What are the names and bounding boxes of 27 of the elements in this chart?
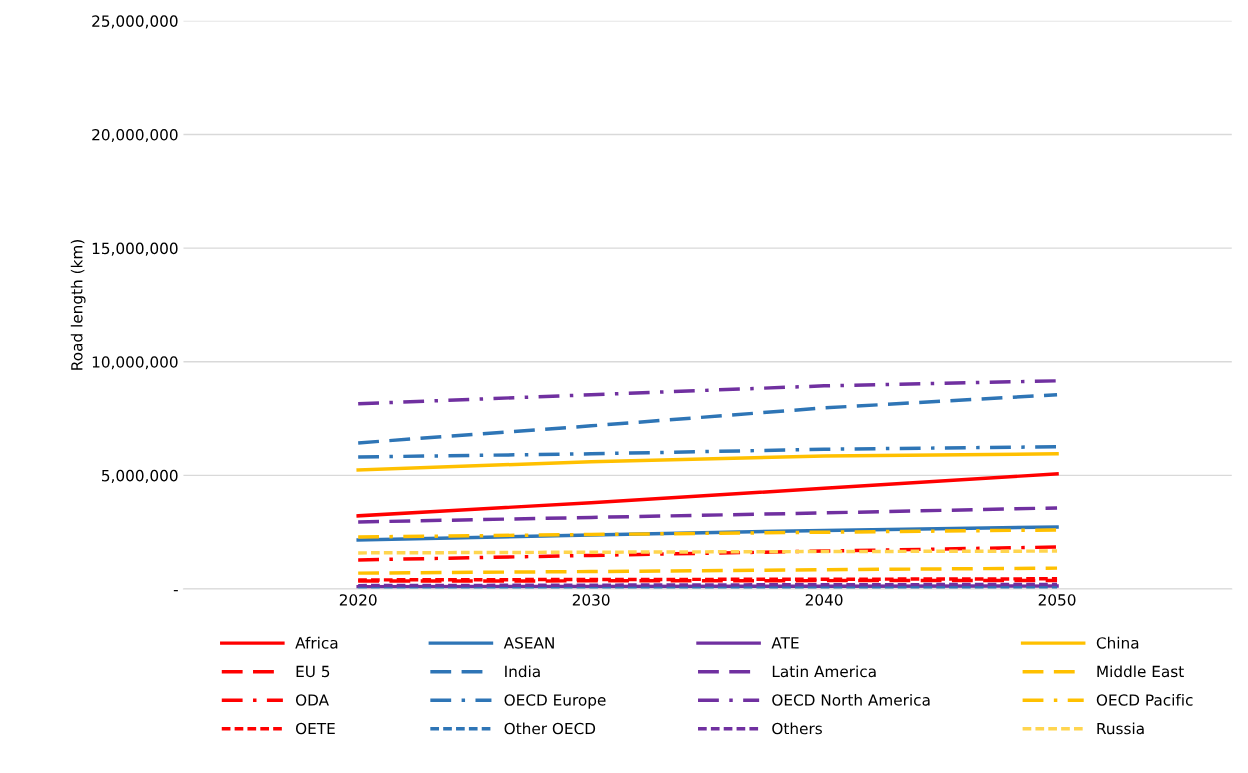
legend-label: EU 5 [296,665,330,678]
legend-label: OETE [295,722,335,735]
legend-label: Africa [295,636,338,649]
legend-label: Latin America [772,665,876,678]
y-axis-title: Road length (km) [70,240,86,370]
y-tick-label: 10,000,000 [92,356,178,370]
legend-label: OECD North America [772,693,930,706]
legend-label: ODA [295,694,329,706]
legend-label: ATE [771,637,799,649]
legend-label: Others [772,722,822,735]
legend-label: OECD Pacific [1096,693,1193,706]
legend-label: India [505,665,540,678]
x-tick-label: 2040 [805,594,843,606]
y-tick-label: 15,000,000 [92,242,178,256]
x-tick-label: 2020 [339,594,377,606]
y-tick-label: 5,000,000 [102,469,178,483]
legend-label: Other OECD [504,722,596,735]
x-tick-label: 2030 [572,594,610,606]
y-tick-label: 25,000,000 [92,15,178,29]
legend-label: OECD Europe [504,694,606,709]
y-tick-label: - [173,590,178,592]
legend-label: China [1096,636,1139,649]
legend-label: Middle East [1097,665,1184,678]
legend-label: ASEAN [503,637,554,649]
legend-label: Russia [1097,722,1144,735]
y-tick-label: 20,000,000 [92,128,178,143]
x-tick-label: 2050 [1038,594,1076,606]
